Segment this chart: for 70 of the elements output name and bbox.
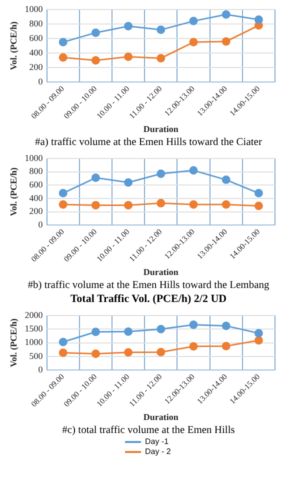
point	[254, 336, 263, 345]
point	[222, 342, 230, 350]
x-axis-title: Duration	[143, 266, 178, 277]
point	[254, 328, 263, 338]
text: #c) total traffic volume at the Emen Hills	[61, 424, 236, 437]
point	[189, 320, 198, 329]
y-tick-label: 1000	[24, 4, 44, 14]
point	[222, 200, 230, 209]
point	[222, 176, 230, 184]
point	[156, 54, 166, 62]
point	[91, 28, 100, 37]
point	[124, 348, 133, 357]
point	[254, 188, 263, 198]
y-tick-label: 2000	[24, 310, 44, 320]
x-axis-title: Duration	[143, 412, 178, 422]
y-tick-label: 600	[29, 179, 44, 190]
legend-label: Day -1	[145, 437, 169, 446]
y-axis-title: Vol. (PCE/h)	[8, 318, 19, 368]
point	[156, 324, 166, 334]
point	[156, 348, 166, 356]
y-tick-label: 200	[29, 62, 44, 72]
y-tick-label: 200	[29, 206, 44, 216]
point	[189, 166, 198, 175]
point	[58, 348, 68, 357]
y-tick-label: 0	[38, 76, 44, 87]
y-tick-label: 800	[29, 18, 44, 28]
point	[124, 22, 133, 30]
y-tick-label: 800	[29, 166, 44, 176]
point	[254, 202, 263, 210]
point	[156, 170, 166, 178]
point	[58, 200, 68, 209]
point	[189, 342, 198, 351]
point	[189, 16, 198, 26]
x-axis-title: Duration	[143, 124, 178, 134]
y-tick-label: 500	[29, 350, 44, 361]
point	[254, 15, 263, 24]
point	[91, 350, 100, 358]
y-tick-label: 600	[29, 32, 44, 43]
point	[222, 322, 230, 330]
y-tick-label: 400	[29, 192, 44, 203]
point	[189, 200, 198, 209]
point	[222, 10, 230, 19]
text: #a) traffic volume at the Emen Hills toward the Ciater	[34, 136, 263, 149]
point	[124, 178, 133, 187]
point	[91, 200, 100, 210]
point	[58, 38, 68, 46]
chart-title: Total Traffic Vol. (PCE/h) 2/2 UD	[69, 292, 228, 306]
legend-label: Day - 2	[145, 447, 171, 456]
y-tick-label: 1000	[24, 337, 44, 348]
y-tick-label: 0	[38, 364, 44, 375]
point	[91, 328, 100, 336]
y-tick-label: 400	[29, 47, 44, 58]
point	[91, 174, 100, 182]
point	[222, 37, 230, 46]
point	[189, 38, 198, 46]
point	[58, 188, 68, 198]
point	[91, 56, 100, 65]
point	[156, 26, 166, 34]
text: #b) traffic volume at the Emen Hills toward the Lembang	[26, 279, 270, 292]
point	[124, 52, 133, 61]
point	[58, 53, 68, 62]
y-tick-label: 1000	[24, 152, 44, 163]
point	[58, 338, 68, 346]
y-tick-label: 0	[38, 220, 44, 230]
point	[156, 198, 166, 208]
y-tick-label: 1500	[24, 323, 44, 334]
y-axis-title: Vol. (PCE/h)	[8, 21, 19, 70]
y-axis-title: Vol. (PCE/h)	[8, 167, 19, 216]
point	[124, 327, 133, 336]
point	[124, 200, 133, 210]
